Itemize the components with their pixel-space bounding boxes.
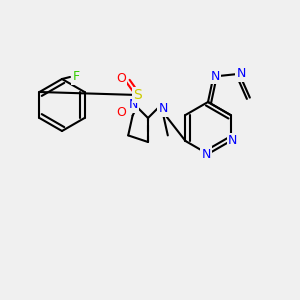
Text: F: F	[72, 70, 80, 83]
Text: N: N	[201, 148, 211, 160]
Text: N: N	[237, 68, 246, 80]
Text: N: N	[128, 98, 138, 112]
Text: N: N	[228, 134, 237, 148]
Text: S: S	[134, 88, 142, 102]
Text: O: O	[116, 71, 126, 85]
Text: N: N	[158, 103, 168, 116]
Text: N: N	[211, 70, 220, 83]
Text: O: O	[116, 106, 126, 118]
